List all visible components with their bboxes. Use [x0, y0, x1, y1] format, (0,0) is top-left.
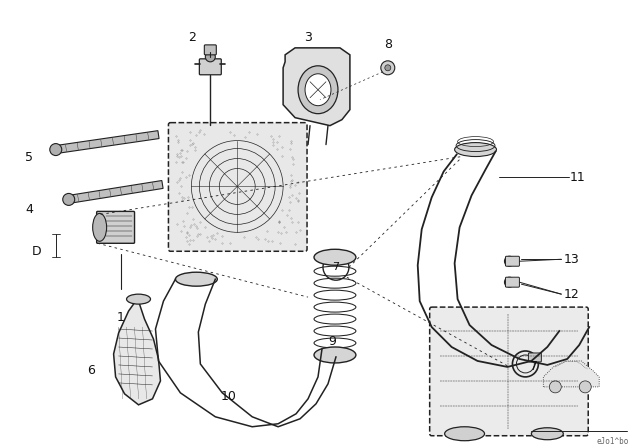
Text: 7: 7: [332, 262, 339, 272]
Ellipse shape: [127, 294, 150, 304]
Ellipse shape: [314, 249, 356, 265]
FancyBboxPatch shape: [506, 256, 520, 266]
Ellipse shape: [175, 272, 218, 286]
Text: 10: 10: [220, 390, 236, 403]
Ellipse shape: [93, 213, 107, 241]
FancyBboxPatch shape: [168, 123, 307, 251]
Polygon shape: [68, 181, 163, 203]
Circle shape: [323, 254, 349, 280]
Ellipse shape: [298, 66, 338, 114]
Circle shape: [381, 61, 395, 75]
FancyBboxPatch shape: [429, 307, 588, 436]
Polygon shape: [283, 48, 350, 125]
Circle shape: [50, 143, 61, 155]
Polygon shape: [114, 297, 161, 405]
Circle shape: [385, 65, 391, 71]
Ellipse shape: [531, 428, 563, 440]
Text: 9: 9: [328, 335, 336, 348]
FancyBboxPatch shape: [97, 211, 134, 243]
Text: 3: 3: [304, 31, 312, 44]
Circle shape: [549, 381, 561, 393]
Text: 11: 11: [570, 171, 585, 184]
Ellipse shape: [305, 74, 331, 106]
Text: 7: 7: [531, 361, 538, 374]
Text: eJo1^bo: eJo1^bo: [596, 437, 629, 446]
Text: 12: 12: [563, 288, 579, 301]
Circle shape: [63, 194, 75, 205]
FancyBboxPatch shape: [199, 59, 221, 75]
Ellipse shape: [445, 427, 484, 441]
Text: 6: 6: [87, 364, 95, 377]
Polygon shape: [543, 361, 599, 387]
Text: 2: 2: [188, 31, 196, 44]
FancyBboxPatch shape: [529, 353, 541, 362]
Circle shape: [205, 52, 215, 62]
Text: 4: 4: [25, 203, 33, 216]
Ellipse shape: [454, 142, 497, 156]
Circle shape: [579, 381, 591, 393]
Text: 5: 5: [25, 151, 33, 164]
Text: 1: 1: [116, 310, 125, 323]
FancyBboxPatch shape: [204, 45, 216, 55]
Text: 8: 8: [384, 39, 392, 52]
Circle shape: [504, 256, 515, 266]
Ellipse shape: [314, 347, 356, 363]
Polygon shape: [55, 131, 159, 154]
Circle shape: [504, 277, 515, 287]
Text: D: D: [32, 245, 42, 258]
Text: 13: 13: [563, 253, 579, 266]
FancyBboxPatch shape: [506, 277, 520, 287]
